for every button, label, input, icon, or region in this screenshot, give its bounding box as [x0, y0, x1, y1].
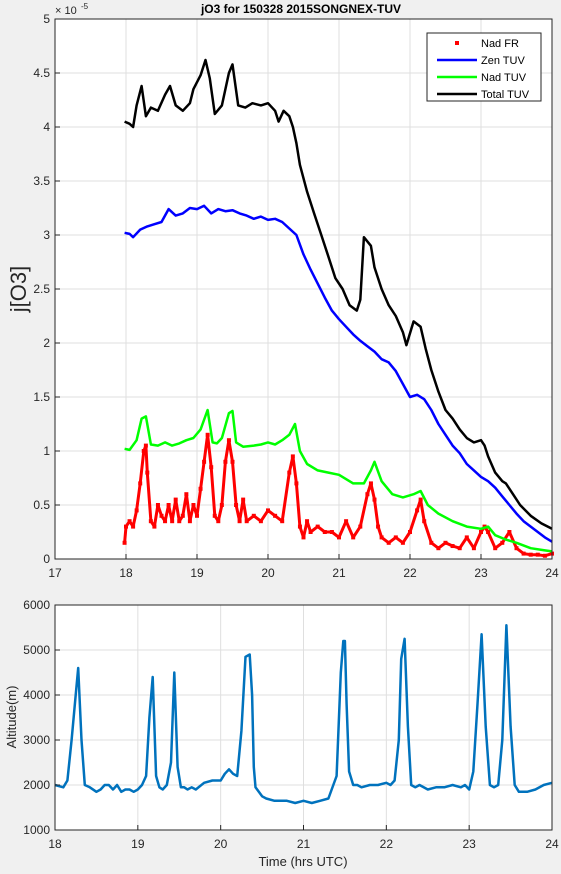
top-y-tick-label: 3	[43, 228, 50, 242]
top-y-tick-label: 1.5	[33, 390, 50, 404]
legend-label-total-tuv: Total TUV	[481, 89, 530, 101]
top-y-tick-label: 1	[43, 444, 50, 458]
bottom-x-tick-label: 21	[297, 837, 311, 851]
legend-label-nad-fr: Nad FR	[481, 38, 519, 50]
top-x-tick-label: 17	[48, 566, 62, 580]
exponent-base: × 10	[55, 5, 77, 17]
top-y-tick-label: 3.5	[33, 174, 50, 188]
top-point-nad-fr	[122, 540, 127, 545]
legend-label-nad-tuv: Nad TUV	[481, 72, 527, 84]
bottom-y-tick-label: 3000	[23, 733, 50, 747]
bottom-y-tick-label: 6000	[23, 598, 50, 612]
bottom-series	[54, 624, 553, 805]
legend-box	[426, 32, 542, 102]
bottom-x-tick-label: 22	[380, 837, 394, 851]
legend: Nad FR Zen TUV Nad TUV Total TUV	[426, 32, 542, 102]
bottom-ticks: 18 19 20 21 22 23 24 1000 2000 3000 4000 5000 6000	[23, 598, 559, 851]
top-y-tick-label: 2	[43, 336, 50, 350]
bottom-x-tick-label: 18	[48, 837, 62, 851]
legend-label-zen-tuv: Zen TUV	[481, 55, 525, 67]
top-line-total-tuv	[124, 58, 553, 530]
top-y-tick-label: 5	[43, 12, 50, 26]
bottom-y-tick-label: 1000	[23, 823, 50, 837]
top-ticks: 17 18 19 20 21 22 23 24 0 0.5 1 1.5 2 2.5 3 3.5 4 4.5 5	[33, 12, 559, 580]
top-y-axis-label: j[O3]	[6, 266, 31, 313]
top-series	[122, 58, 554, 558]
legend-marker-nad-fr	[455, 41, 459, 45]
top-x-tick-label: 19	[190, 566, 204, 580]
top-x-tick-label: 22	[403, 566, 417, 580]
bottom-x-axis-label: Time (hrs UTC)	[258, 854, 347, 869]
top-x-tick-label: 21	[332, 566, 346, 580]
top-x-tick-label: 20	[261, 566, 275, 580]
bottom-x-tick-label: 23	[462, 837, 476, 851]
top-y-tick-label: 2.5	[33, 282, 50, 296]
top-chart-title: jO3 for 150328 2015SONGNEX-TUV	[200, 2, 401, 16]
bottom-y-tick-label: 2000	[23, 778, 50, 792]
bottom-y-axis-label: Altitude(m)	[4, 686, 19, 749]
bottom-x-tick-label: 19	[131, 837, 145, 851]
top-y-tick-label: 4.5	[33, 66, 50, 80]
bottom-y-tick-label: 4000	[23, 688, 50, 702]
top-line-zen-tuv	[124, 204, 553, 543]
exponent-power: -5	[81, 2, 89, 11]
bottom-chart: 18 19 20 21 22 23 24 1000 2000 3000 4000 5000 6000 A…	[4, 598, 559, 869]
top-y-tick-label: 4	[43, 120, 50, 134]
top-x-tick-label: 23	[474, 566, 488, 580]
top-x-tick-label: 24	[545, 566, 559, 580]
top-x-tick-label: 18	[119, 566, 133, 580]
bottom-x-tick-label: 20	[214, 837, 228, 851]
bottom-line-series	[54, 624, 553, 805]
top-line-nad-tuv	[124, 408, 553, 553]
top-chart: jO3 for 150328 2015SONGNEX-TUV 17 18 19 20 2…	[6, 2, 559, 580]
exponent-label: × 10 -5	[55, 2, 89, 17]
bottom-x-tick-label: 24	[545, 837, 559, 851]
top-trace-nad-fr	[123, 433, 553, 558]
bottom-y-tick-label: 5000	[23, 643, 50, 657]
top-y-tick-label: 0	[43, 552, 50, 566]
top-y-tick-label: 0.5	[33, 498, 50, 512]
